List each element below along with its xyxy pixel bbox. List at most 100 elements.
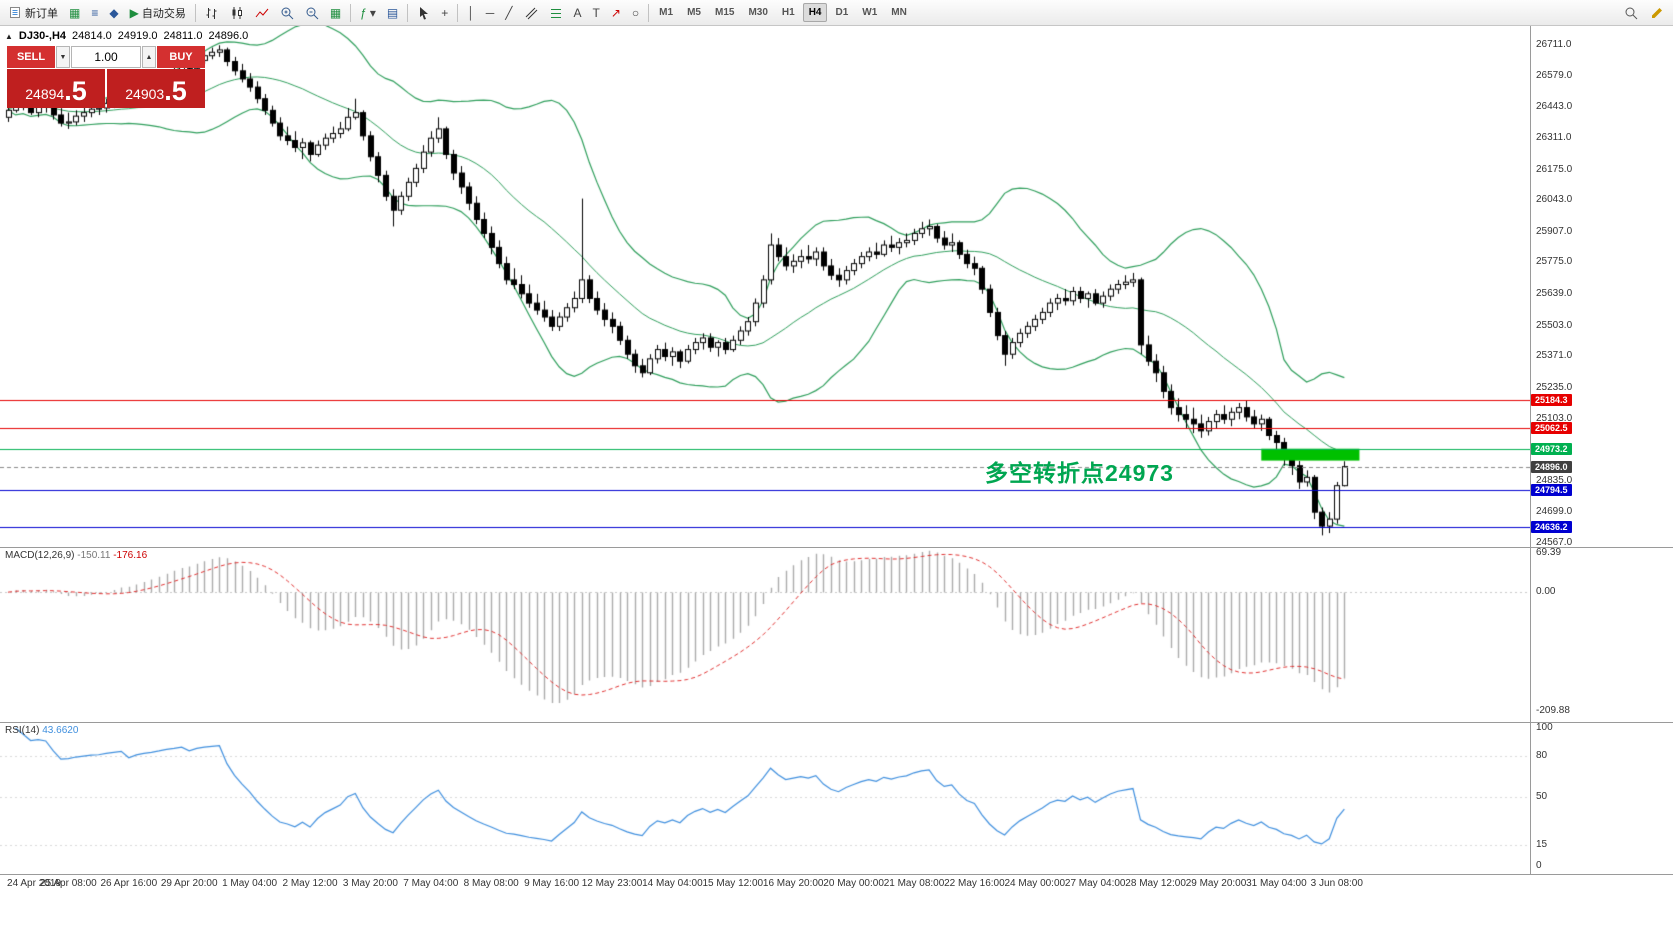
ohlc-close: 24896.0 xyxy=(208,30,249,42)
market-watch-icon[interactable]: ▦ xyxy=(69,5,81,20)
timeframe-m1[interactable]: M1 xyxy=(659,7,674,18)
chart-area: 26711.0 26579.0 26443.0 26311.0 26175.0 26043… xyxy=(0,26,1673,948)
vertical-line-icon[interactable]: │ xyxy=(467,5,475,20)
timeframe-m30[interactable]: M30 xyxy=(748,7,768,18)
toolbar-separator xyxy=(350,3,352,22)
current-price-label: 24896.0 xyxy=(1531,460,1572,473)
time-label: 14 May 04:00 xyxy=(642,878,703,889)
bar-chart-icon[interactable] xyxy=(200,2,224,24)
timeframe-d1[interactable]: D1 xyxy=(835,7,849,18)
fibonacci-icon[interactable] xyxy=(544,2,568,24)
time-label: 16 May 20:00 xyxy=(762,878,824,889)
time-label: 22 May 16:00 xyxy=(944,878,1005,889)
macd-axis-tick: -209.88 xyxy=(1536,704,1570,716)
one-click-collapse-icon[interactable]: ▲ xyxy=(5,31,13,41)
time-label: 15 May 12:00 xyxy=(702,878,764,889)
rsi-indicator-label: RSI(14) 43.6620 xyxy=(5,725,79,736)
chart-annotation-text[interactable]: 多空转折点24973 xyxy=(985,460,1174,486)
symbol-period-label: DJ30-,H4 xyxy=(18,30,66,42)
hline-price-label: 24794.5 xyxy=(1531,484,1572,497)
time-label: 2 May 12:00 xyxy=(282,878,338,889)
time-label: 24 Apr 2019 xyxy=(7,878,61,889)
search-icon[interactable] xyxy=(1619,2,1643,24)
buy-price-button[interactable]: 24903.5 xyxy=(107,69,205,108)
hline-price-label: 25062.5 xyxy=(1531,421,1572,434)
rsi-axis-tick: 100 xyxy=(1536,722,1553,733)
sell-price-button[interactable]: 24894.5 xyxy=(7,69,105,108)
text-label-icon[interactable]: T xyxy=(592,5,600,20)
hline-price-label: 24973.2 xyxy=(1531,442,1572,455)
chevron-down-icon: ▾ xyxy=(369,5,376,20)
panel-separator[interactable] xyxy=(0,547,1673,548)
macd-panel-canvas[interactable] xyxy=(0,547,1530,722)
candlestick-chart-icon[interactable] xyxy=(225,2,249,24)
price-tick: 25103.0 xyxy=(1536,412,1573,424)
ohlc-low: 24811.0 xyxy=(163,30,203,42)
sell-button[interactable]: SELL xyxy=(7,46,55,68)
price-tick: 26579.0 xyxy=(1536,69,1573,81)
time-label: 21 May 08:00 xyxy=(883,878,945,889)
rsi-panel-canvas[interactable] xyxy=(0,722,1530,874)
rsi-axis-tick: 80 xyxy=(1536,749,1548,761)
channel-icon[interactable] xyxy=(519,2,543,24)
time-label: 24 May 00:00 xyxy=(1004,878,1066,889)
crosshair-icon[interactable]: + xyxy=(441,5,449,20)
timeframe-h1[interactable]: H1 xyxy=(781,7,795,18)
price-tick: 24699.0 xyxy=(1536,506,1573,518)
time-label: 1 May 04:00 xyxy=(222,878,278,889)
time-label: 3 May 20:00 xyxy=(342,878,398,889)
panel-separator[interactable] xyxy=(0,722,1673,723)
time-label: 29 May 20:00 xyxy=(1185,878,1247,889)
shapes-icon[interactable]: ○ xyxy=(631,5,640,20)
time-label: 20 May 00:00 xyxy=(823,878,884,889)
pencil-icon[interactable] xyxy=(1645,2,1669,24)
timeframe-m5[interactable]: M5 xyxy=(687,7,701,18)
time-label: 7 May 04:00 xyxy=(403,878,459,889)
price-tick: 26311.0 xyxy=(1536,131,1572,143)
navigator-icon[interactable]: ◆ xyxy=(109,5,119,20)
price-tick: 26711.0 xyxy=(1536,39,1572,51)
cursor-icon[interactable] xyxy=(412,2,435,24)
hline-price-label: 24636.2 xyxy=(1531,520,1572,533)
price-tick: 25503.0 xyxy=(1536,319,1573,331)
zoom-in-icon[interactable] xyxy=(275,2,299,24)
price-tick: 25775.0 xyxy=(1536,256,1573,268)
main-chart-canvas[interactable] xyxy=(0,26,1530,547)
arrows-icon[interactable]: ↗ xyxy=(610,5,621,20)
symbol-header: ▲ DJ30-,H4 24814.0 24919.0 24811.0 24896… xyxy=(5,30,248,42)
price-tick: 25371.0 xyxy=(1536,350,1573,362)
indicators-icon[interactable]: ƒ ▾ xyxy=(360,5,376,20)
new-order-icon xyxy=(10,7,20,18)
toolbar-separator xyxy=(648,3,650,22)
time-label: 27 May 04:00 xyxy=(1064,878,1126,889)
line-chart-icon[interactable] xyxy=(250,2,274,24)
text-icon[interactable]: A xyxy=(573,5,582,20)
auto-trading-button[interactable]: ▶ 自动交易 xyxy=(129,5,186,20)
timeframe-mn[interactable]: MN xyxy=(891,7,907,18)
macd-main-value: -150.11 xyxy=(77,550,111,561)
time-label: 26 Apr 16:00 xyxy=(100,878,158,889)
price-tick: 25907.0 xyxy=(1536,225,1573,237)
buy-button[interactable]: BUY xyxy=(157,46,205,68)
time-label: 9 May 16:00 xyxy=(524,878,580,889)
templates-icon[interactable]: ▤ xyxy=(386,5,399,20)
rsi-value: 43.6620 xyxy=(42,725,79,736)
rsi-axis-tick: 0 xyxy=(1536,860,1542,871)
price-axis-line[interactable] xyxy=(1530,26,1531,874)
data-window-icon[interactable]: ≡ xyxy=(91,5,99,20)
zoom-out-icon[interactable] xyxy=(300,2,324,24)
toolbar-separator xyxy=(407,3,409,22)
volume-input[interactable]: 1.00 xyxy=(71,46,141,68)
volume-increase-button[interactable]: ▲ xyxy=(142,46,156,68)
new-order-button[interactable]: 新订单 xyxy=(4,2,63,24)
tile-windows-icon[interactable]: ▦ xyxy=(329,5,342,20)
horizontal-line-icon[interactable]: ─ xyxy=(485,5,495,20)
timeframe-w1[interactable]: W1 xyxy=(862,7,878,18)
timeframe-m15[interactable]: M15 xyxy=(714,7,735,18)
trendline-icon[interactable]: ╱ xyxy=(505,5,513,20)
timeframe-h4[interactable]: H4 xyxy=(802,3,828,22)
time-label: 31 May 04:00 xyxy=(1246,878,1307,889)
volume-decrease-button[interactable]: ▼ xyxy=(56,46,70,68)
price-tick: 24567.0 xyxy=(1536,537,1573,549)
